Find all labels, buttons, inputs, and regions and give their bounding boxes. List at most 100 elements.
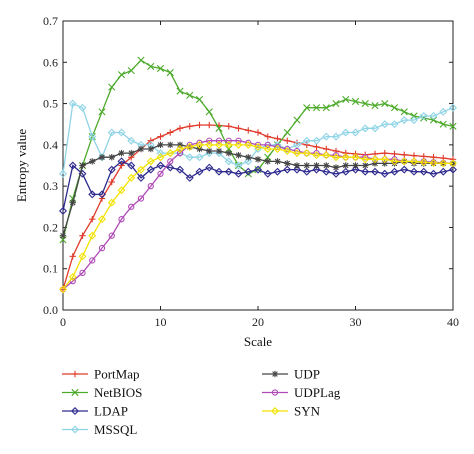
data-point-ldap [293,165,301,174]
data-point-ldap [273,167,282,176]
legend-item-netbios: NetBIOS [62,385,142,400]
data-point-syn [332,153,340,162]
data-point-mssql [371,124,379,133]
data-point-syn [254,142,262,151]
data-point-mssql [400,116,409,125]
data-point-ldap [419,167,428,176]
data-point-udp [323,162,330,169]
data-point-udp [225,149,232,157]
data-point-udp [196,145,203,153]
data-point-mssql [361,124,370,133]
data-point-portmap [176,125,184,132]
data-point-mssql [244,157,253,166]
data-point-udp [235,151,242,159]
data-point-ldap [88,190,97,199]
legend-label: UDPLag [294,385,341,400]
data-point-udplag [157,170,164,177]
y-tick-label: 0.2 [43,220,58,234]
data-point-udp [157,141,164,149]
legend-marker [271,389,279,396]
data-point-portmap [323,145,330,153]
data-point-ldap [234,169,243,178]
data-point-netbios [137,56,145,64]
data-point-udp [137,145,145,153]
series-portmap [59,121,457,293]
data-point-ldap [137,173,145,182]
data-point-udp [167,141,174,149]
data-point-syn [410,157,418,166]
data-point-portmap [157,133,164,140]
axes: 0.0 0.1 0.2 0.3 0.4 0.5 0.6 0.7 0 10 20 30 40 Scale En… [14,14,459,349]
data-point-mssql [59,169,67,178]
data-point-mssql [332,132,340,141]
data-point-udp [362,162,369,169]
data-point-syn [371,155,379,164]
x-tick-label: 30 [350,315,362,329]
data-point-syn [312,151,321,160]
data-point-syn [98,215,106,224]
data-point-syn [127,173,136,182]
data-point-ldap [449,165,457,174]
legend-item-syn: SYN [262,404,321,419]
data-point-portmap [254,129,262,136]
data-point-netbios [108,83,116,91]
data-point-udp [147,145,154,153]
data-point-portmap [186,123,193,130]
data-point-netbios [293,116,301,124]
data-point-syn [380,155,389,164]
y-axis-label: Entropy value [14,129,29,203]
data-point-syn [88,231,97,240]
data-point-mssql [380,120,389,129]
data-point-udplag [235,137,242,144]
data-point-syn [195,140,204,149]
data-point-mssql [312,136,321,145]
data-point-ldap [332,169,340,178]
series-lines [59,56,457,294]
data-point-ldap [439,167,448,176]
data-point-netbios [371,102,379,110]
data-point-syn [283,147,292,156]
data-point-udp [206,147,213,155]
data-point-syn [234,140,243,149]
data-point-portmap [108,178,115,186]
data-point-udplag [79,269,86,276]
legend-marker [71,407,79,415]
data-point-netbios [439,120,447,128]
data-point-mssql [429,111,438,120]
legend-label: MSSQL [94,422,137,437]
data-point-udp [303,162,310,169]
data-point-mssql [273,140,282,149]
x-tick-label: 20 [252,315,264,329]
legend-label: PortMap [94,367,140,382]
data-point-syn [185,142,194,151]
data-point-udp [128,149,135,157]
data-point-netbios [429,116,438,124]
data-point-netbios [176,87,184,95]
data-point-portmap [147,137,154,144]
data-point-ldap [195,167,204,176]
data-point-syn [351,153,360,162]
data-point-ldap [224,167,233,176]
data-point-mssql [224,157,233,166]
data-point-ldap [302,167,311,176]
y-tick-label: 0.5 [43,97,58,111]
data-point-netbios [186,91,194,99]
data-point-netbios [390,104,399,112]
data-point-udp [79,162,86,169]
legend-item-udplag: UDPLag [262,385,341,400]
legend-item-ldap: LDAP [62,404,128,419]
data-point-syn [419,158,428,167]
series-syn [59,140,457,294]
data-point-mssql [117,128,126,137]
data-point-netbios [98,108,106,116]
data-point-netbios [361,99,369,108]
data-point-portmap [274,135,281,142]
data-point-portmap [225,123,232,130]
data-point-ldap [351,165,360,174]
data-point-udp [293,162,301,169]
y-tick-label: 0.1 [43,262,58,276]
data-point-udplag [137,195,145,202]
data-point-mssql [410,116,418,125]
y-tick-label: 0.3 [43,179,58,193]
data-point-netbios [351,97,360,106]
